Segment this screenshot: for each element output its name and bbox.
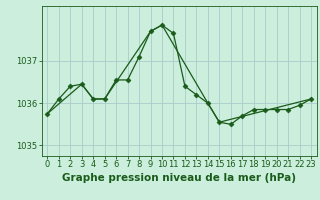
X-axis label: Graphe pression niveau de la mer (hPa): Graphe pression niveau de la mer (hPa) — [62, 173, 296, 183]
